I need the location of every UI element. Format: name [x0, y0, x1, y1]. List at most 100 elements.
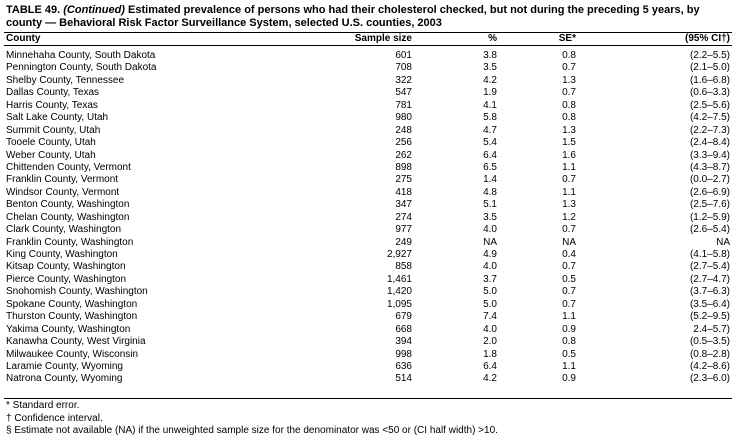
cell: 418	[395, 186, 412, 198]
footnote: † Confidence interval.	[6, 412, 103, 424]
header-cell: %	[488, 33, 497, 44]
title-text: Estimated prevalence of persons who had …	[6, 4, 700, 29]
cell: Pierce County, Washington	[6, 273, 127, 285]
title-continued: (Continued)	[63, 4, 125, 16]
cell: 0.8	[562, 336, 576, 348]
cell: Harris County, Texas	[6, 99, 98, 111]
cell: NA	[562, 236, 576, 248]
cell: 4.8	[483, 186, 497, 198]
cell: Dallas County, Texas	[6, 87, 100, 99]
cell: 1.1	[562, 161, 576, 173]
cell: 1.9	[483, 87, 497, 99]
cell: Kitsap County, Washington	[6, 261, 126, 273]
cell: Franklin County, Washington	[6, 236, 134, 248]
cell: 394	[395, 336, 412, 348]
cell: 4.2	[483, 373, 497, 385]
cell: 0.7	[562, 286, 576, 298]
cell: 249	[395, 236, 412, 248]
cell: 2.0	[483, 336, 497, 348]
cell: 1.5	[562, 137, 576, 149]
cell: Weber County, Utah	[6, 149, 96, 161]
cell: (0.0–2.7)	[689, 174, 730, 186]
cell: 0.7	[562, 298, 576, 310]
cell: 4.0	[483, 224, 497, 236]
cell: 1,095	[386, 298, 412, 310]
cell: 6.4	[483, 149, 497, 161]
cell: 0.8	[562, 99, 576, 111]
cell: (4.1–5.8)	[689, 249, 730, 261]
cell: 7.4	[483, 311, 497, 323]
cell: 668	[395, 323, 412, 335]
cell: (4.3–8.7)	[689, 161, 730, 173]
cell: 998	[395, 348, 412, 360]
cell: (2.6–6.9)	[689, 186, 730, 198]
cell: (1.6–6.8)	[689, 74, 730, 86]
cell: 4.7	[483, 124, 497, 136]
cell: Shelby County, Tennessee	[6, 74, 125, 86]
cell: Benton County, Washington	[6, 199, 130, 211]
cell: (2.3–6.0)	[689, 373, 730, 385]
cell: 5.0	[483, 286, 497, 298]
cell: 1.1	[562, 361, 576, 372]
cell: NA	[483, 236, 497, 248]
cell: (0.8–2.8)	[689, 348, 730, 360]
cell: 262	[395, 149, 412, 161]
cell: 547	[395, 87, 412, 99]
cell: 1.1	[562, 186, 576, 198]
cell: Laramie County, Wyoming	[6, 361, 123, 372]
cell: 514	[395, 373, 412, 385]
cell: (3.7–6.3)	[689, 286, 730, 298]
cell: 898	[395, 161, 412, 173]
cell: (2.1–5.0)	[689, 62, 730, 74]
cell: 0.9	[562, 323, 576, 335]
cell: 0.9	[562, 373, 576, 385]
cell: King County, Washington	[6, 249, 118, 261]
cell: 248	[395, 124, 412, 136]
cell: 0.8	[562, 50, 576, 61]
cell: (2.4–8.4)	[689, 137, 730, 149]
cell: 0.5	[562, 348, 576, 360]
cell: 1,461	[386, 273, 412, 285]
cell: 858	[395, 261, 412, 273]
cell: Chittenden County, Vermont	[6, 161, 131, 173]
cell: Clark County, Washington	[6, 224, 122, 236]
cell: 980	[395, 112, 412, 124]
cell: 1.6	[562, 149, 576, 161]
cell: 347	[395, 199, 412, 211]
cell: 5.1	[483, 199, 497, 211]
cell: (0.5–3.5)	[689, 336, 730, 348]
cell: 5.4	[483, 137, 497, 149]
cell: (0.6–3.3)	[689, 87, 730, 99]
cell: 708	[395, 62, 412, 74]
cell: Milwaukee County, Wisconsin	[6, 348, 139, 360]
cell: Pennington County, South Dakota	[6, 62, 157, 74]
cell: 0.7	[562, 224, 576, 236]
cell: (2.7–5.4)	[689, 261, 730, 273]
cell: 1.4	[483, 174, 497, 186]
cell: Minnehaha County, South Dakota	[6, 50, 156, 61]
cell: 4.9	[483, 249, 497, 261]
cell: (1.2–5.9)	[689, 211, 730, 223]
cell: (3.3–9.4)	[689, 149, 730, 161]
cell: 6.5	[483, 161, 497, 173]
cell: (5.2–9.5)	[689, 311, 730, 323]
cell: 0.5	[562, 273, 576, 285]
cell: 5.8	[483, 112, 497, 124]
cell: 3.7	[483, 273, 497, 285]
title: TABLE 49. (Continued) Estimated prevalen…	[6, 4, 732, 30]
cell: 781	[395, 99, 412, 111]
cell: Franklin County, Vermont	[6, 174, 119, 186]
cell: 0.7	[562, 62, 576, 74]
cell: Snohomish County, Washington	[6, 286, 148, 298]
title-label: TABLE 49.	[6, 4, 61, 16]
cell: 3.5	[483, 211, 497, 223]
cell: 2,927	[386, 249, 412, 261]
cell: Thurston County, Washington	[6, 311, 138, 323]
cell: 1.8	[483, 348, 497, 360]
cell: 274	[395, 211, 412, 223]
cell: (2.5–5.6)	[689, 99, 730, 111]
cell: (2.5–7.6)	[689, 199, 730, 211]
cell: 0.7	[562, 174, 576, 186]
cell: (2.7–4.7)	[689, 273, 730, 285]
cell: 4.1	[483, 99, 497, 111]
